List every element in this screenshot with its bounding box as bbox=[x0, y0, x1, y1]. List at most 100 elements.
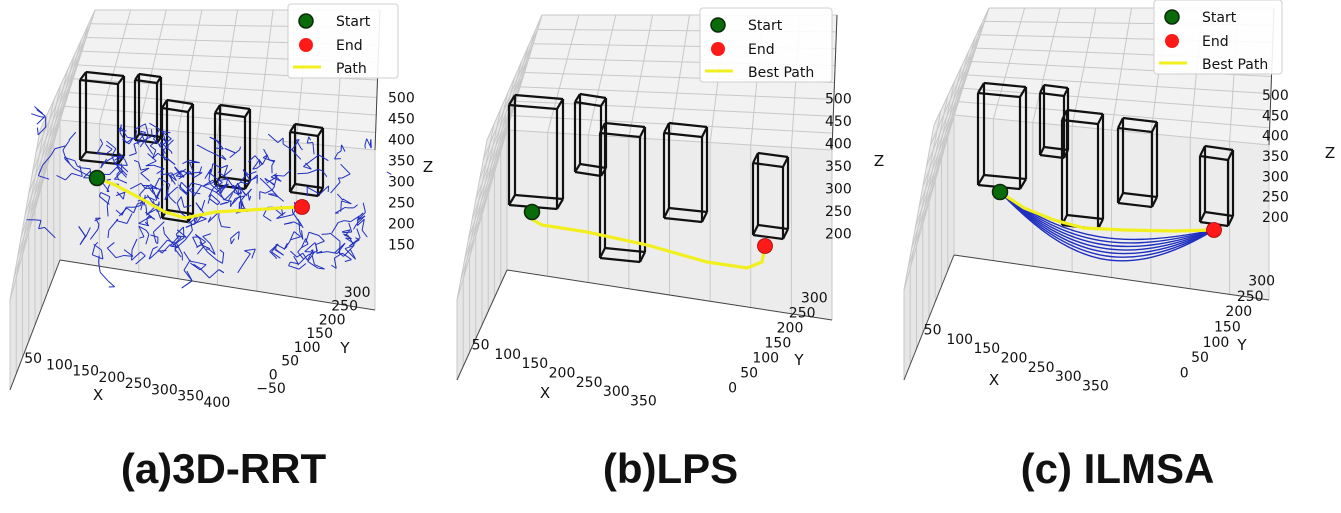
rrt-tree-branch bbox=[176, 203, 182, 214]
rrt-tree-branch bbox=[117, 178, 128, 184]
grid-line bbox=[59, 9, 96, 121]
rrt-tree-branch bbox=[228, 193, 234, 201]
start-marker bbox=[523, 203, 541, 221]
rrt-tree-branch bbox=[174, 248, 182, 258]
x-tick-label: 100 bbox=[946, 332, 973, 348]
rrt-tree-branch bbox=[265, 189, 273, 194]
grid-line bbox=[475, 57, 530, 201]
rrt-tree-branch bbox=[152, 246, 158, 250]
rrt-tree-branch bbox=[98, 192, 102, 197]
rrt-tree-branch bbox=[36, 127, 39, 135]
rrt-tree-branch bbox=[329, 232, 341, 242]
rrt-tree-branch bbox=[79, 165, 83, 174]
rrt-tree-branch bbox=[191, 191, 201, 195]
y-tick-label: 200 bbox=[777, 321, 804, 337]
rrt-tree-branch bbox=[268, 193, 279, 198]
rrt-tree-branch bbox=[215, 139, 224, 150]
rrt-tree-branch bbox=[96, 143, 104, 154]
x-tick-label: 350 bbox=[177, 389, 204, 405]
obstacle-box-edge bbox=[1204, 144, 1234, 152]
rrt-tree-branch bbox=[136, 132, 146, 144]
rrt-tree-branch bbox=[188, 217, 197, 224]
rrt-tree-branch bbox=[118, 152, 123, 157]
end-marker bbox=[1206, 222, 1222, 238]
rrt-tree-branch bbox=[290, 236, 301, 241]
z-tick-label: 250 bbox=[1262, 190, 1289, 206]
obstacle-box-edge bbox=[1122, 116, 1158, 124]
rrt-tree-branch bbox=[98, 262, 101, 273]
rrt-tree-branch bbox=[183, 205, 192, 208]
rrt-tree-branch bbox=[274, 175, 278, 185]
rrt-tree-branch bbox=[111, 155, 116, 165]
obstacle-box-edge bbox=[604, 121, 646, 129]
x-tick-label: 350 bbox=[1082, 378, 1109, 394]
rrt-tree-branch bbox=[291, 149, 302, 160]
rrt-tree-branch bbox=[63, 156, 75, 162]
rrt-tree-branch bbox=[124, 158, 128, 166]
rrt-tree-branch bbox=[106, 196, 111, 206]
rrt-tree-branch bbox=[293, 150, 295, 153]
legend-box bbox=[1153, 0, 1283, 75]
rrt-tree-branch bbox=[140, 172, 150, 182]
grid-line bbox=[39, 9, 96, 131]
rrt-tree-branch bbox=[296, 252, 304, 258]
rrt-tree-branch bbox=[140, 251, 146, 257]
rrt-tree-branch bbox=[328, 232, 331, 235]
grid-line bbox=[500, 30, 536, 152]
rrt-tree-branch bbox=[164, 190, 169, 201]
z-tick-label: 250 bbox=[825, 204, 852, 220]
rrt-tree-branch bbox=[189, 171, 195, 178]
grid-line bbox=[256, 9, 274, 139]
rrt-tree-branch bbox=[331, 222, 339, 234]
rrt-tree-branch bbox=[285, 214, 294, 217]
z-tick-label: 300 bbox=[388, 175, 415, 191]
legend-label-path: Best Path bbox=[1202, 57, 1268, 73]
rrt-tree-branch bbox=[307, 250, 318, 256]
rrt-tree-branch bbox=[114, 156, 120, 161]
rrt-tree-branch bbox=[65, 173, 73, 181]
rrt-tree-branch bbox=[149, 139, 158, 147]
obstacle-box-edge bbox=[289, 190, 319, 198]
rrt-tree-branch bbox=[183, 251, 191, 262]
rrt-tree-branch bbox=[316, 251, 328, 254]
rrt-tree-branch bbox=[293, 255, 299, 264]
z-tick-label: 200 bbox=[1262, 210, 1289, 226]
rrt-tree-branch bbox=[167, 239, 177, 245]
rrt-tree-branch bbox=[306, 186, 315, 192]
rrt-tree-branch bbox=[208, 188, 217, 193]
rrt-tree-branch bbox=[170, 245, 179, 248]
rrt-tree-branch bbox=[212, 179, 219, 190]
chart-b-canvas: 5010015020025030035005010015020025030020… bbox=[456, 7, 884, 409]
rrt-tree-branch bbox=[349, 237, 361, 247]
rrt-tree-branch bbox=[80, 167, 91, 170]
rrt-tree-branch bbox=[180, 181, 193, 193]
z-tick-label: 250 bbox=[388, 196, 415, 212]
rrt-tree-branch bbox=[288, 231, 295, 243]
rrt-tree-branch bbox=[145, 125, 149, 135]
rrt-tree-branch bbox=[158, 142, 162, 147]
chart-panel-a: 50 100 150 200 250 300 350 400 −50 0 50 100 150 200 25… bbox=[0, 0, 447, 420]
y-tick-label: 150 bbox=[306, 326, 333, 342]
rrt-tree-branch bbox=[146, 216, 152, 220]
rrt-tree-branch bbox=[105, 144, 113, 150]
rrt-tree-branch bbox=[344, 248, 356, 260]
grid-line bbox=[506, 14, 543, 131]
grid-line bbox=[40, 54, 75, 188]
rrt-tree-branch bbox=[193, 217, 196, 224]
rrt-tree-branch bbox=[200, 184, 209, 190]
rrt-tree-branch bbox=[131, 251, 142, 261]
rrt-tree-branch bbox=[304, 242, 316, 252]
rrt-tree-branch bbox=[240, 181, 248, 185]
rrt-tree-branch bbox=[175, 226, 184, 235]
obstacle-box-edge bbox=[1043, 83, 1069, 90]
grid-line bbox=[941, 37, 976, 159]
rrt-tree-branch bbox=[334, 152, 339, 160]
rrt-tree-branch bbox=[38, 175, 50, 180]
rrt-tree-branch bbox=[193, 171, 201, 174]
rrt-tree-branch bbox=[134, 123, 146, 130]
rrt-tree-branch bbox=[89, 228, 99, 240]
legend-label-path: Path bbox=[336, 61, 367, 77]
rrt-tree-branch bbox=[106, 140, 117, 149]
rrt-tree-branch bbox=[310, 249, 314, 252]
rrt-tree-branch bbox=[266, 177, 276, 184]
